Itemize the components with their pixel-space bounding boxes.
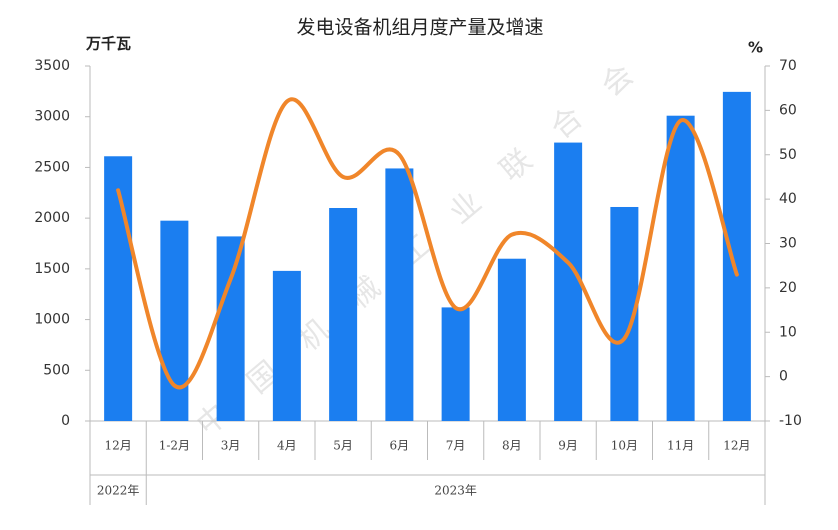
y2-axis-label: % (748, 39, 763, 57)
y2-tick-label: 10 (779, 324, 797, 340)
y2-tick-label: 50 (779, 147, 797, 163)
y-tick-label: 2500 (34, 159, 70, 175)
bar (216, 236, 245, 421)
y2-tick-label: -10 (779, 413, 802, 429)
y-tick-label: 500 (43, 362, 70, 378)
x-tick-label: 11月 (667, 439, 694, 453)
x-tick-label: 6月 (390, 439, 410, 453)
bar (329, 208, 358, 421)
x-tick-label: 1-2月 (159, 439, 190, 453)
bar (497, 258, 526, 421)
y2-tick-label: 40 (779, 191, 797, 207)
x-tick-label: 3月 (221, 439, 241, 453)
x-tick-label: 10月 (611, 439, 638, 453)
x-tick-label: 9月 (558, 439, 578, 453)
y-tick-label: 0 (61, 413, 70, 429)
x-tick-label: 5月 (333, 439, 353, 453)
x-tick-label: 8月 (502, 439, 522, 453)
y-tick-label: 1500 (34, 261, 70, 277)
bar (104, 156, 133, 421)
y2-tick-label: 0 (779, 369, 788, 385)
bar (441, 307, 470, 421)
line-series (116, 97, 739, 390)
y-tick-label: 3500 (34, 58, 70, 74)
bar (722, 91, 751, 421)
bar (385, 168, 414, 421)
bar (554, 142, 583, 422)
x-tick-label: 12月 (723, 439, 750, 453)
x-tick-label: 7月 (446, 439, 466, 453)
y2-tick-label: 60 (779, 102, 797, 118)
y-axis-label: 万千瓦 (85, 35, 131, 53)
y-tick-label: 1000 (34, 312, 70, 328)
y2-tick-label: 30 (779, 236, 797, 252)
bar (666, 115, 695, 421)
x-group-label: 2022年 (97, 484, 140, 498)
bar (272, 270, 301, 421)
y2-tick-label: 70 (779, 58, 797, 74)
y-tick-label: 3000 (34, 109, 70, 125)
x-tick-label: 4月 (277, 439, 297, 453)
x-group-label: 2023年 (434, 484, 477, 498)
x-tick-label: 12月 (104, 439, 131, 453)
chart-title: 发电设备机组月度产量及增速 (296, 17, 543, 39)
y-tick-label: 2000 (34, 210, 70, 226)
y2-tick-label: 20 (779, 280, 797, 296)
bar (160, 220, 189, 421)
